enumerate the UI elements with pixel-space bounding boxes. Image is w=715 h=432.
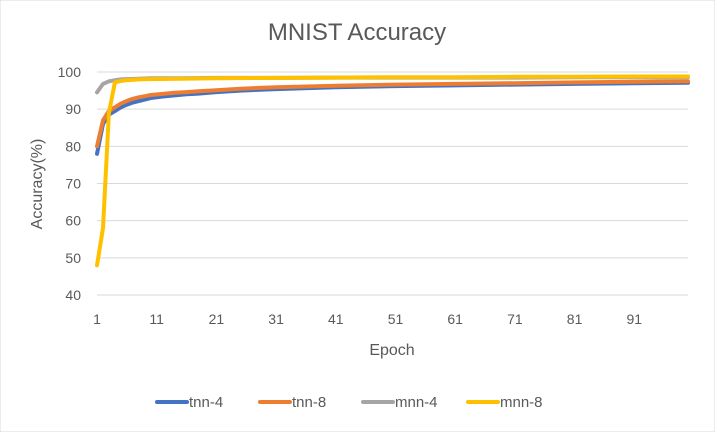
gridlines xyxy=(97,71,688,296)
legend: tnn-4 tnn-8 mnn-4 mnn-8 xyxy=(155,394,543,411)
y-axis-ticks: 40 50 60 70 80 90 100 xyxy=(58,64,82,303)
x-axis-title: Epoch xyxy=(369,342,414,359)
y-axis-title: Accuracy(%) xyxy=(29,139,46,230)
x-tick-label: 21 xyxy=(209,311,225,327)
legend-label: mnn-4 xyxy=(395,394,438,411)
legend-label: tnn-8 xyxy=(292,394,326,411)
series-line-tnn-8 xyxy=(95,79,690,149)
x-tick-label: 61 xyxy=(447,311,463,327)
x-tick-label: 91 xyxy=(626,311,642,327)
x-tick-label: 11 xyxy=(149,311,164,327)
series-line-mnn-8 xyxy=(95,74,690,268)
y-tick-label: 40 xyxy=(65,287,81,303)
legend-label: mnn-8 xyxy=(500,394,543,411)
x-tick-label: 71 xyxy=(507,311,523,327)
y-tick-label: 100 xyxy=(58,64,82,80)
y-tick-label: 80 xyxy=(65,138,81,154)
x-tick-label: 1 xyxy=(93,311,101,327)
x-tick-label: 41 xyxy=(328,311,344,327)
x-tick-label: 31 xyxy=(268,311,284,327)
chart-title: MNIST Accuracy xyxy=(268,19,446,46)
x-tick-label: 81 xyxy=(567,311,583,327)
legend-item-mnn-4: mnn-4 xyxy=(361,394,438,411)
series-lines xyxy=(95,74,690,268)
legend-item-mnn-8: mnn-8 xyxy=(466,394,543,411)
y-tick-label: 60 xyxy=(65,213,81,229)
y-tick-label: 50 xyxy=(65,250,81,266)
y-tick-label: 70 xyxy=(65,176,81,192)
x-axis-ticks: 1 11 21 31 41 51 61 71 81 91 xyxy=(93,311,642,327)
y-tick-label: 90 xyxy=(65,101,81,117)
legend-item-tnn-8: tnn-8 xyxy=(258,394,326,411)
x-tick-label: 51 xyxy=(388,311,404,327)
legend-label: tnn-4 xyxy=(189,394,223,411)
legend-item-tnn-4: tnn-4 xyxy=(155,394,223,411)
